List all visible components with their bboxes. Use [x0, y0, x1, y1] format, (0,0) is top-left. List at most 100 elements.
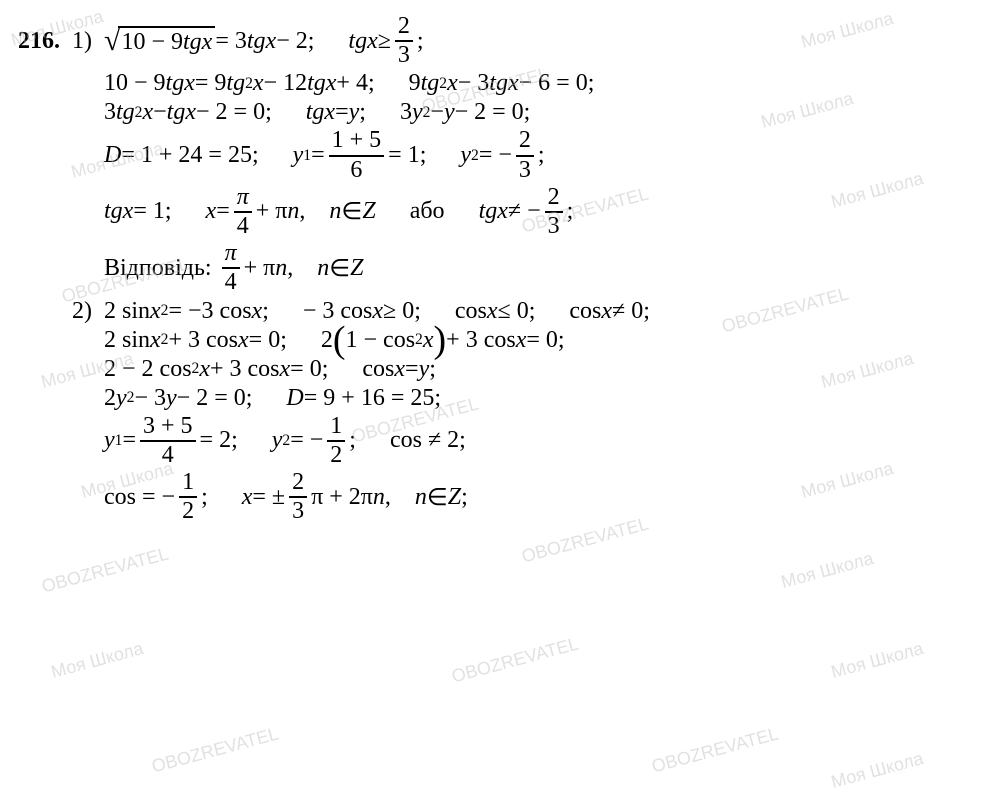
var: x: [601, 298, 612, 325]
var: n: [373, 484, 385, 511]
math-fn: tgx: [307, 70, 336, 97]
frac-den: 3: [395, 43, 413, 68]
frac-num: 3 + 5: [140, 414, 196, 439]
math-fn: tg: [116, 99, 135, 126]
p1-line5: tgx = 1; x = π 4 + π n , n ∈ Z або tgx ≠…: [18, 185, 957, 239]
math-text: =: [335, 99, 349, 126]
frac-den: 2: [179, 499, 197, 524]
var: y: [460, 142, 471, 169]
math-text: ;: [359, 99, 366, 126]
watermark-text: Моя Школа: [49, 638, 146, 683]
math-fn: tgx: [183, 29, 212, 56]
set: Z: [362, 198, 375, 225]
fraction: 2 3: [516, 128, 534, 182]
var: n: [415, 484, 427, 511]
frac-num: π: [222, 241, 240, 266]
var: D: [286, 385, 303, 412]
math-text: −: [153, 99, 167, 126]
math-text: 10 − 9: [104, 70, 166, 97]
var: y: [104, 427, 115, 454]
p1-answer: Відповідь: π 4 + π n , n ∈ Z: [18, 241, 957, 295]
math-text: − 3: [134, 385, 166, 412]
var: x: [252, 298, 263, 325]
math-text: ≤ 0;: [498, 298, 536, 325]
frac-den: 6: [347, 158, 365, 183]
math-text: cos = −: [104, 484, 175, 511]
math-text: = −: [290, 427, 323, 454]
var: y: [444, 99, 455, 126]
math-text: cos: [569, 298, 601, 325]
p2-line2: 2 sin x2 + 3 cos x = 0; 2 ( 1 − cos2 x )…: [18, 327, 957, 354]
var: x: [199, 356, 210, 383]
math-text: = 1;: [133, 198, 171, 225]
p1-line4: D = 1 + 24 = 25; y1 = 1 + 5 6 = 1; y2 = …: [18, 128, 957, 182]
watermark-text: Моя Школа: [779, 548, 876, 593]
frac-num: 1: [179, 470, 197, 495]
word-or: або: [410, 198, 445, 225]
var: y: [116, 385, 127, 412]
math-text: ,: [287, 255, 293, 282]
fraction: 1 2: [327, 414, 345, 468]
watermark-text: OBOZREVATEL: [650, 723, 781, 777]
p1-line2: 10 − 9 tgx = 9 tg2x − 12 tgx + 4; 9 tg2x…: [18, 70, 957, 97]
rparen-icon: ): [434, 329, 447, 352]
var: x: [394, 356, 405, 383]
fraction: 1 + 5 6: [329, 128, 385, 182]
p2-line5: y1 = 3 + 5 4 = 2; y2 = − 1 2 ; cos ≠ 2;: [18, 414, 957, 468]
p1-line3: 3 tg2x − tgx − 2 = 0; tgx = y ; 3 y2 − y…: [18, 99, 957, 126]
math-text: = 1;: [388, 142, 426, 169]
p2-line6: cos = − 1 2 ; x = ± 2 3 π + 2π n , n ∈ Z…: [18, 470, 957, 524]
watermark-text: Моя Школа: [829, 748, 926, 793]
fraction: 1 2: [179, 470, 197, 524]
var: y: [272, 427, 283, 454]
math-fn: tgx: [306, 99, 335, 126]
var: n: [329, 198, 341, 225]
math-fn: tgx: [167, 99, 196, 126]
var: x: [150, 298, 161, 325]
math-text: 2 − 2 cos: [104, 356, 192, 383]
math-text: =: [311, 142, 325, 169]
math-text: + 3 cos: [446, 327, 516, 354]
var: x: [238, 327, 249, 354]
sqrt-icon: √ 10 − 9 tgx: [104, 26, 215, 56]
var: y: [293, 142, 304, 169]
math-fn: tgx: [489, 70, 518, 97]
fraction: 2 3: [545, 185, 563, 239]
fraction: 2 3: [289, 470, 307, 524]
p1-line1: 216. 1) √ 10 − 9 tgx = 3 tgx − 2; tgx ≥ …: [18, 14, 957, 68]
math-text: 1 − cos: [346, 327, 416, 354]
math-text: ≠ −: [508, 198, 541, 225]
math-text: = 0;: [249, 327, 287, 354]
var: x: [487, 298, 498, 325]
math-text: = 2;: [200, 427, 238, 454]
watermark-text: Моя Школа: [829, 638, 926, 683]
var: y: [166, 385, 177, 412]
math-text: cos: [362, 356, 394, 383]
var: y: [419, 356, 430, 383]
fraction: 3 + 5 4: [140, 414, 196, 468]
fraction: π 4: [222, 241, 240, 295]
math-text: − 2;: [276, 28, 314, 55]
frac-den: 4: [234, 214, 252, 239]
fraction: 2 3: [395, 14, 413, 68]
math-text: ;: [429, 356, 436, 383]
math-text: ≥: [378, 28, 391, 55]
var: x: [253, 70, 264, 97]
math-text: + π: [256, 198, 288, 225]
math-text: − 3: [458, 70, 490, 97]
math-text: 3: [400, 99, 412, 126]
math-text: ;: [567, 198, 574, 225]
set: Z: [448, 484, 461, 511]
set: Z: [350, 255, 363, 282]
math-text: ;: [461, 484, 468, 511]
math-text: ∈: [329, 254, 350, 283]
math-text: ;: [262, 298, 269, 325]
frac-den: 3: [545, 214, 563, 239]
math-text: 9: [409, 70, 421, 97]
math-text: = 0;: [526, 327, 564, 354]
math-text: 2 sin: [104, 298, 150, 325]
watermark-text: OBOZREVATEL: [450, 633, 581, 687]
var: n: [275, 255, 287, 282]
var: x: [280, 356, 291, 383]
fraction: π 4: [234, 185, 252, 239]
